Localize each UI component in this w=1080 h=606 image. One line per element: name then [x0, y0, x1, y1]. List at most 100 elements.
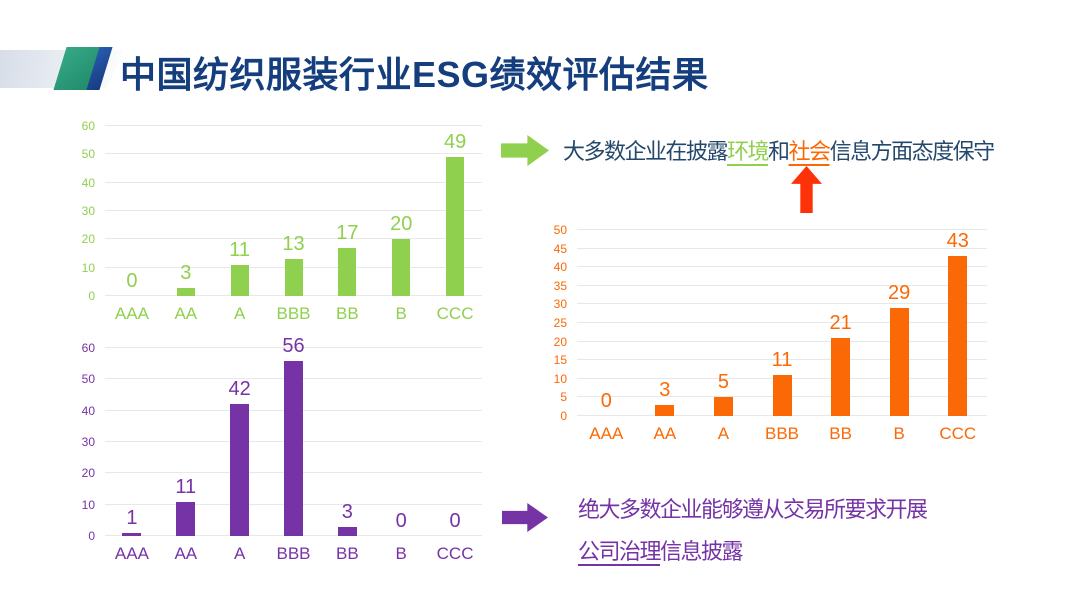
y-tick-label: 40: [81, 403, 95, 418]
bar-slot-bb: 17: [320, 126, 374, 296]
annotation-text-segment: 信息披露: [660, 540, 744, 565]
bar-aaa: [122, 532, 142, 536]
bar-bb: [831, 337, 851, 416]
gridline: [105, 347, 482, 348]
data-label-bbb: 11: [771, 349, 793, 372]
y-tick-label: 0: [88, 289, 95, 303]
x-tick-label-bb: BB: [336, 304, 359, 323]
gridline: [105, 238, 482, 240]
gridline: [105, 181, 482, 183]
gridline: [577, 247, 987, 249]
env-social-annotation: 大多数企业在披露环境和社会信息方面态度保守: [563, 134, 996, 166]
bar-slot-aaa: 0: [577, 230, 636, 416]
bar-a: [230, 264, 249, 296]
y-tick-label: 10: [81, 497, 95, 512]
bar-slot-aa: 3: [636, 230, 695, 416]
purple-right-arrow-icon: [502, 503, 548, 532]
x-tick-label-aaa: AAA: [114, 304, 149, 323]
gridline: [577, 322, 987, 323]
data-label-bb: 17: [336, 221, 359, 244]
data-label-ccc: 0: [449, 510, 461, 532]
social-chart-plot-area: 0 3 5 11 21 29 43: [577, 229, 987, 416]
data-label-ccc: 43: [946, 230, 969, 253]
data-label-b: 0: [395, 510, 407, 532]
social-chart-y-axis: 0 5 10 15 20 25 30 35 40 45 50: [540, 224, 577, 422]
y-tick-label: 20: [553, 334, 567, 349]
bar-slot-b: 0: [374, 348, 428, 536]
y-tick-label: 15: [553, 353, 567, 368]
governance-keyword: 公司治理: [578, 540, 662, 565]
x-tick-label-aa: AA: [174, 544, 198, 563]
bar-ccc: [948, 256, 968, 416]
data-label-bb: 3: [341, 500, 353, 523]
bar-aa: [176, 287, 195, 296]
environment-chart-plot-area: 0 3 11 13 17 20 49: [105, 125, 482, 296]
bar-slot-ccc: 49: [428, 126, 482, 296]
data-label-aa: 11: [175, 475, 197, 498]
bar-slot-a: 42: [213, 348, 267, 536]
data-label-bbb: 13: [282, 233, 305, 256]
x-tick-label-bb: BB: [336, 544, 359, 563]
x-tick-label-b: B: [893, 424, 905, 443]
social-keyword: 社会: [788, 140, 832, 165]
gridline: [105, 210, 482, 211]
y-tick-label: 10: [553, 371, 567, 386]
x-tick-label-bb: BB: [829, 424, 852, 443]
y-tick-label: 5: [560, 390, 567, 405]
y-tick-label: 50: [81, 372, 95, 387]
data-label-a: 11: [229, 238, 251, 261]
bar-slot-bbb: 11: [753, 230, 812, 416]
annotation-text-segment: 和: [768, 140, 790, 165]
x-tick-label-bbb: BBB: [276, 304, 311, 323]
bar-bb: [338, 247, 357, 296]
bar-slot-bb: 3: [320, 348, 374, 536]
x-tick-label-aaa: AAA: [589, 424, 624, 443]
x-tick-label-aaa: AAA: [114, 544, 149, 563]
data-label-bbb: 56: [282, 334, 305, 357]
x-tick-label-ccc: CCC: [939, 424, 977, 443]
environment-chart-y-axis: 0 10 20 30 40 50 60: [50, 120, 105, 302]
data-label-b: 29: [888, 282, 911, 305]
governance-rating-chart: 0 10 20 30 40 50 60 1 11 42 56 3 0 0 AAA AA A BBB BB B CCC: [50, 336, 482, 563]
y-tick-label: 0: [560, 409, 567, 423]
x-tick-label-aa: AA: [653, 424, 677, 443]
governance-annotation: 绝大多数企业能够遵从交易所要求开展 公司治理信息披露: [578, 490, 928, 574]
x-tick-label-b: B: [395, 544, 407, 563]
x-tick-label-b: B: [395, 304, 407, 323]
gridline: [577, 284, 987, 286]
gridline: [105, 153, 482, 155]
environment-keyword: 环境: [727, 140, 770, 165]
bar-slot-b: 20: [374, 126, 428, 296]
bar-slot-bb: 21: [811, 230, 870, 416]
social-rating-chart: 0 5 10 15 20 25 30 35 40 45 50 0 3 5 11 21 29 43 AAA AA A B…: [540, 224, 987, 442]
annotation-text-segment: 大多数企业在披露: [563, 140, 729, 165]
annotation-text-segment: 绝大多数企业能够遵从交易所要求开展: [578, 498, 928, 523]
social-chart-x-axis: AAA AA A BBB BB B CCC: [577, 416, 987, 442]
data-label-a: 5: [717, 371, 729, 394]
gridline: [577, 359, 987, 361]
environment-rating-chart: 0 10 20 30 40 50 60 0 3 11 13 17 20 49 AAA AA A BBB BB B C…: [50, 120, 482, 323]
gridline: [577, 229, 987, 230]
x-tick-label-aa: AA: [174, 304, 198, 323]
y-tick-label: 30: [553, 297, 567, 312]
y-tick-label: 50: [81, 147, 95, 162]
bar-slot-aa: 11: [159, 348, 213, 536]
governance-chart-y-axis: 0 10 20 30 40 50 60: [50, 342, 105, 542]
bar-b: [392, 239, 411, 296]
x-tick-label-ccc: CCC: [436, 544, 474, 563]
y-tick-label: 10: [81, 260, 95, 275]
y-tick-label: 30: [81, 435, 95, 449]
y-tick-label: 50: [553, 223, 567, 237]
bar-bbb: [772, 375, 792, 416]
bar-slot-a: 11: [213, 126, 267, 296]
y-tick-label: 20: [81, 232, 95, 247]
y-tick-label: 35: [553, 278, 567, 293]
y-tick-label: 25: [553, 316, 567, 330]
data-label-b: 20: [390, 213, 413, 236]
gridline: [577, 266, 987, 268]
data-label-bb: 21: [829, 311, 852, 334]
y-tick-label: 40: [81, 175, 95, 190]
bar-bbb: [284, 360, 303, 536]
x-tick-label-a: A: [233, 544, 246, 563]
annotation-text-segment: 信息方面态度保守: [829, 140, 996, 165]
